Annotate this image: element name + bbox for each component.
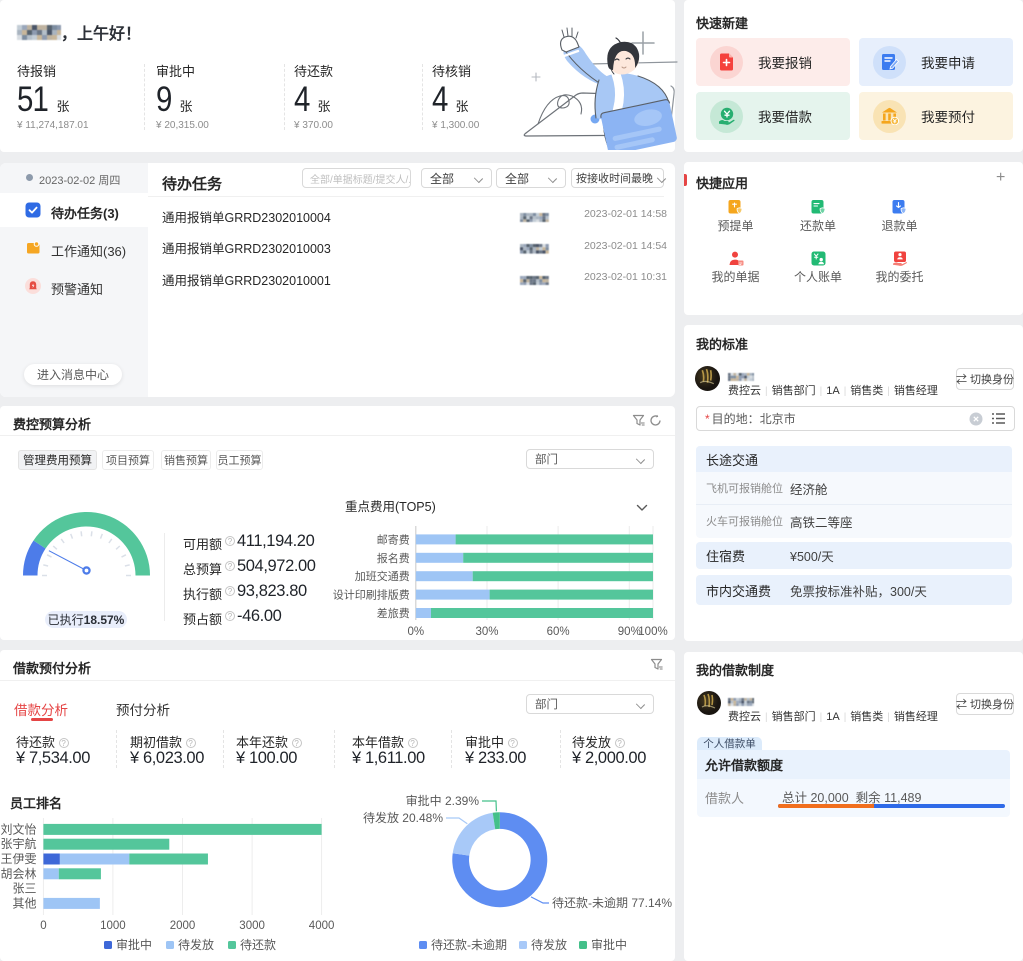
- svg-text:胡会林: 胡会林: [0, 867, 36, 881]
- svg-text:4000: 4000: [309, 920, 335, 932]
- svg-text:3000: 3000: [239, 920, 265, 932]
- svg-text:1000: 1000: [100, 920, 126, 932]
- svg-text:2000: 2000: [170, 920, 196, 932]
- svg-text:刘文怡: 刘文怡: [0, 821, 36, 836]
- svg-text:30%: 30%: [475, 626, 498, 638]
- svg-text:报名费: 报名费: [377, 551, 410, 565]
- svg-text:设计印刷排版费: 设计印刷排版费: [333, 588, 410, 602]
- svg-text:张三: 张三: [12, 882, 36, 896]
- svg-text:加班交通费: 加班交通费: [355, 569, 410, 583]
- svg-text:其他: 其他: [12, 896, 36, 910]
- svg-text:0%: 0%: [407, 626, 424, 638]
- svg-text:张宇航: 张宇航: [0, 836, 36, 851]
- svg-text:待发放 20.48%: 待发放 20.48%: [363, 810, 443, 825]
- svg-text:100%: 100%: [638, 626, 667, 638]
- svg-text:差旅费: 差旅费: [377, 606, 410, 620]
- svg-text:邮寄费: 邮寄费: [377, 532, 410, 546]
- svg-text:王伊雯: 王伊雯: [0, 852, 36, 866]
- svg-text:60%: 60%: [547, 626, 570, 638]
- svg-text:90%: 90%: [618, 626, 641, 638]
- svg-text:0: 0: [40, 920, 46, 932]
- svg-text:待还款-未逾期 77.14%: 待还款-未逾期 77.14%: [552, 895, 672, 910]
- svg-text:审批中 2.39%: 审批中 2.39%: [406, 793, 480, 808]
